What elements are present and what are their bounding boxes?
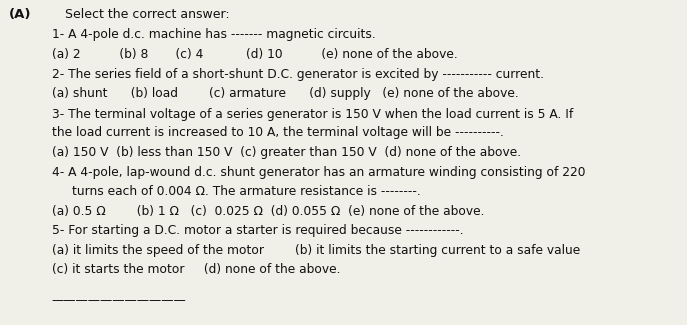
Text: (a) 150 V  (b) less than 150 V  (c) greater than 150 V  (d) none of the above.: (a) 150 V (b) less than 150 V (c) greate… [52, 146, 521, 159]
Text: 3- The terminal voltage of a series generator is 150 V when the load current is : 3- The terminal voltage of a series gene… [52, 108, 573, 121]
Text: the load current is increased to 10 A, the terminal voltage will be ----------.: the load current is increased to 10 A, t… [52, 126, 504, 139]
Text: ———————————: ——————————— [52, 294, 186, 307]
Text: (c) it starts the motor     (d) none of the above.: (c) it starts the motor (d) none of the … [52, 263, 340, 276]
Text: 5- For starting a D.C. motor a starter is required because ------------.: 5- For starting a D.C. motor a starter i… [52, 224, 463, 237]
Text: (a) shunt      (b) load        (c) armature      (d) supply   (e) none of the ab: (a) shunt (b) load (c) armature (d) supp… [52, 87, 518, 100]
Text: 1- A 4-pole d.c. machine has ------- magnetic circuits.: 1- A 4-pole d.c. machine has ------- mag… [52, 28, 375, 41]
Text: Select the correct answer:: Select the correct answer: [65, 8, 230, 21]
Text: (A): (A) [9, 8, 32, 21]
Text: (a) 0.5 Ω        (b) 1 Ω   (c)  0.025 Ω  (d) 0.055 Ω  (e) none of the above.: (a) 0.5 Ω (b) 1 Ω (c) 0.025 Ω (d) 0.055 … [52, 205, 484, 218]
Text: turns each of 0.004 Ω. The armature resistance is --------.: turns each of 0.004 Ω. The armature resi… [72, 185, 421, 198]
Text: (a) 2          (b) 8       (c) 4           (d) 10          (e) none of the above: (a) 2 (b) 8 (c) 4 (d) 10 (e) none of the… [52, 48, 458, 61]
Text: (a) it limits the speed of the motor        (b) it limits the starting current t: (a) it limits the speed of the motor (b)… [52, 244, 580, 257]
Text: 4- A 4-pole, lap-wound d.c. shunt generator has an armature winding consisting o: 4- A 4-pole, lap-wound d.c. shunt genera… [52, 166, 585, 179]
Text: 2- The series field of a short-shunt D.C. generator is excited by ----------- cu: 2- The series field of a short-shunt D.C… [52, 68, 543, 81]
